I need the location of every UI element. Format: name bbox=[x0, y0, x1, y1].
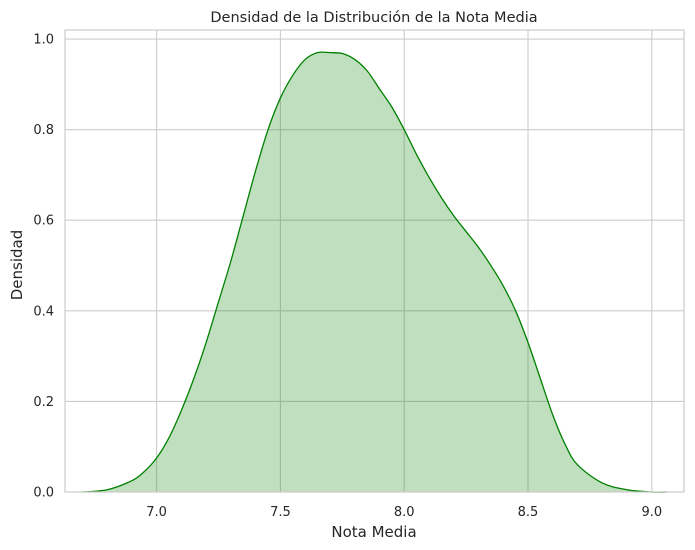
x-axis-label: Nota Media bbox=[331, 523, 416, 541]
x-tick-label: 8.0 bbox=[394, 505, 415, 520]
chart-title: Densidad de la Distribución de la Nota M… bbox=[210, 10, 537, 26]
y-axis-label: Densidad bbox=[8, 230, 26, 301]
x-tick-label: 7.0 bbox=[146, 505, 167, 520]
y-tick-label: 0.2 bbox=[33, 395, 54, 410]
grid-lines bbox=[65, 30, 684, 493]
x-tick-label: 7.5 bbox=[270, 505, 291, 520]
density-area bbox=[82, 51, 667, 493]
x-tick-labels: 7.0 7.5 8.0 8.5 9.0 bbox=[146, 505, 662, 520]
density-line bbox=[82, 51, 667, 493]
y-tick-label: 0.4 bbox=[33, 304, 54, 319]
y-tick-label: 0.8 bbox=[33, 123, 54, 138]
plot-frame bbox=[64, 29, 685, 493]
y-tick-labels: 0.0 0.2 0.4 0.6 0.8 1.0 bbox=[33, 33, 54, 501]
x-tick-label: 8.5 bbox=[518, 505, 539, 520]
x-tick-label: 9.0 bbox=[641, 505, 662, 520]
y-tick-label: 0.0 bbox=[33, 486, 54, 501]
y-tick-label: 1.0 bbox=[33, 33, 54, 48]
y-tick-label: 0.6 bbox=[33, 214, 54, 229]
density-fill bbox=[82, 52, 667, 493]
